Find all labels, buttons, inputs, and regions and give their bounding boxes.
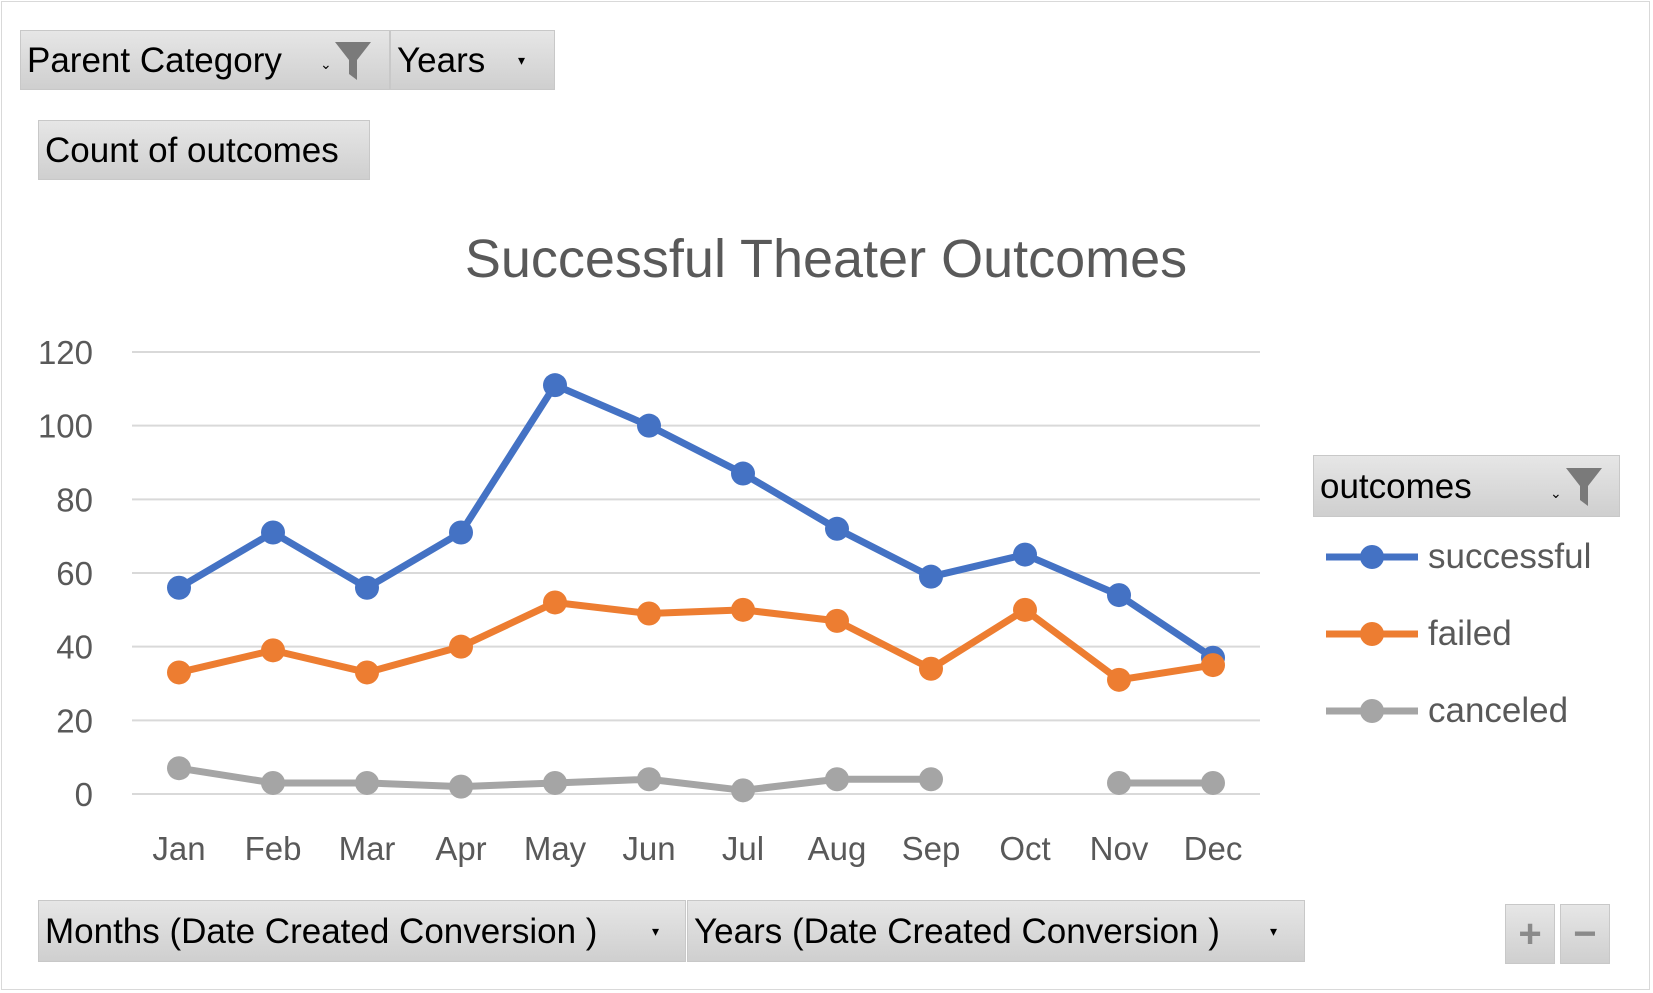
x-tick-label: Jul bbox=[722, 830, 764, 867]
years-axis-field-button[interactable]: Years (Date Created Conversion ) bbox=[687, 900, 1305, 962]
parent-category-dropdown-icon[interactable]: ⌄ bbox=[320, 56, 332, 72]
x-tick-label: May bbox=[524, 830, 587, 867]
data-point-canceled[interactable] bbox=[261, 770, 285, 795]
data-point-canceled[interactable] bbox=[1107, 770, 1131, 795]
data-point-successful[interactable] bbox=[261, 520, 285, 545]
parent-category-label: Parent Category bbox=[27, 40, 282, 80]
parent-category-filter-button[interactable]: Parent Category bbox=[20, 30, 390, 90]
y-tick-label: 20 bbox=[56, 702, 93, 739]
data-point-failed[interactable] bbox=[167, 660, 191, 685]
legend-label-successful: successful bbox=[1428, 537, 1592, 576]
collapse-label: − bbox=[1573, 911, 1597, 956]
data-point-failed[interactable] bbox=[919, 656, 943, 681]
x-tick-label: Nov bbox=[1090, 830, 1149, 867]
legend-filter-funnel-icon[interactable] bbox=[1564, 466, 1604, 508]
legend-dropdown-icon[interactable]: ⌄ bbox=[1550, 485, 1562, 501]
data-point-canceled[interactable] bbox=[543, 770, 567, 795]
data-point-failed[interactable] bbox=[1107, 667, 1131, 692]
x-tick-label: Feb bbox=[245, 830, 302, 867]
years-axis-dropdown-icon[interactable]: ▾ bbox=[1270, 923, 1278, 939]
data-point-failed[interactable] bbox=[825, 608, 849, 633]
series-line-failed bbox=[175, 598, 1217, 684]
data-point-successful[interactable] bbox=[1107, 583, 1131, 608]
data-point-canceled[interactable] bbox=[919, 767, 943, 792]
data-point-canceled[interactable] bbox=[731, 778, 755, 803]
years-axis-field-label: Years (Date Created Conversion ) bbox=[694, 911, 1220, 951]
data-point-failed[interactable] bbox=[449, 634, 473, 659]
data-point-canceled[interactable] bbox=[355, 770, 379, 795]
data-point-successful[interactable] bbox=[919, 564, 943, 589]
value-field-label: Count of outcomes bbox=[45, 130, 339, 170]
legend-item-failed[interactable]: failed bbox=[1322, 614, 1512, 654]
legend-label-failed: failed bbox=[1428, 614, 1512, 653]
x-tick-label: Sep bbox=[902, 830, 961, 867]
data-point-successful[interactable] bbox=[825, 516, 849, 541]
legend-field-button[interactable]: outcomes bbox=[1313, 455, 1620, 517]
y-tick-label: 100 bbox=[38, 408, 93, 445]
series-failed bbox=[167, 590, 1225, 692]
data-point-failed[interactable] bbox=[543, 590, 567, 615]
data-point-failed[interactable] bbox=[731, 597, 755, 622]
data-point-canceled[interactable] bbox=[825, 767, 849, 792]
months-dropdown-icon[interactable]: ▾ bbox=[652, 923, 660, 939]
data-point-failed[interactable] bbox=[637, 601, 661, 626]
data-point-successful[interactable] bbox=[449, 520, 473, 545]
x-tick-label: Dec bbox=[1184, 830, 1243, 867]
legend-marker-successful bbox=[1326, 545, 1418, 569]
data-point-canceled[interactable] bbox=[637, 767, 661, 792]
data-point-failed[interactable] bbox=[261, 638, 285, 663]
legend-label-canceled: canceled bbox=[1428, 691, 1569, 730]
legend-item-canceled[interactable]: canceled bbox=[1322, 691, 1568, 731]
x-tick-label: Oct bbox=[999, 830, 1050, 867]
y-tick-label: 120 bbox=[38, 334, 93, 371]
data-point-successful[interactable] bbox=[637, 413, 661, 438]
x-tick-label: Aug bbox=[808, 830, 867, 867]
years-dropdown-icon[interactable]: ▾ bbox=[518, 52, 526, 68]
expand-field-button[interactable]: + bbox=[1505, 904, 1555, 964]
years-filter-label: Years bbox=[397, 40, 486, 80]
legend-field-label: outcomes bbox=[1320, 466, 1472, 506]
legend-marker-canceled bbox=[1326, 699, 1418, 723]
data-point-failed[interactable] bbox=[355, 660, 379, 685]
expand-label: + bbox=[1518, 911, 1542, 956]
data-point-successful[interactable] bbox=[731, 461, 755, 486]
collapse-field-button[interactable]: − bbox=[1560, 904, 1610, 964]
y-tick-label: 80 bbox=[56, 481, 93, 518]
filter-funnel-icon[interactable] bbox=[333, 40, 373, 82]
data-point-successful[interactable] bbox=[355, 575, 379, 600]
years-filter-button[interactable]: Years bbox=[390, 30, 555, 90]
data-point-canceled[interactable] bbox=[167, 756, 191, 781]
y-tick-label: 40 bbox=[56, 629, 93, 666]
x-tick-label: Apr bbox=[435, 830, 486, 867]
data-point-successful[interactable] bbox=[167, 575, 191, 600]
x-tick-label: Jan bbox=[152, 830, 205, 867]
months-axis-field-label: Months (Date Created Conversion ) bbox=[45, 911, 598, 951]
series-successful bbox=[167, 373, 1225, 670]
months-axis-field-button[interactable]: Months (Date Created Conversion ) bbox=[38, 900, 686, 962]
data-point-successful[interactable] bbox=[1013, 542, 1037, 567]
series-line-successful bbox=[175, 381, 1217, 662]
x-tick-label: Mar bbox=[339, 830, 396, 867]
data-point-failed[interactable] bbox=[1201, 653, 1225, 678]
x-tick-label: Jun bbox=[622, 830, 675, 867]
series-canceled bbox=[167, 756, 1225, 803]
legend-item-successful[interactable]: successful bbox=[1322, 537, 1591, 577]
legend-marker-failed bbox=[1326, 622, 1418, 646]
data-point-failed[interactable] bbox=[1013, 597, 1037, 622]
y-tick-label: 60 bbox=[56, 555, 93, 592]
data-point-canceled[interactable] bbox=[1201, 770, 1225, 795]
data-point-successful[interactable] bbox=[543, 373, 567, 398]
chart-title: Successful Theater Outcomes bbox=[465, 229, 1187, 289]
data-point-canceled[interactable] bbox=[449, 774, 473, 799]
y-tick-label: 0 bbox=[75, 776, 93, 813]
value-field-button[interactable]: Count of outcomes bbox=[38, 120, 370, 180]
